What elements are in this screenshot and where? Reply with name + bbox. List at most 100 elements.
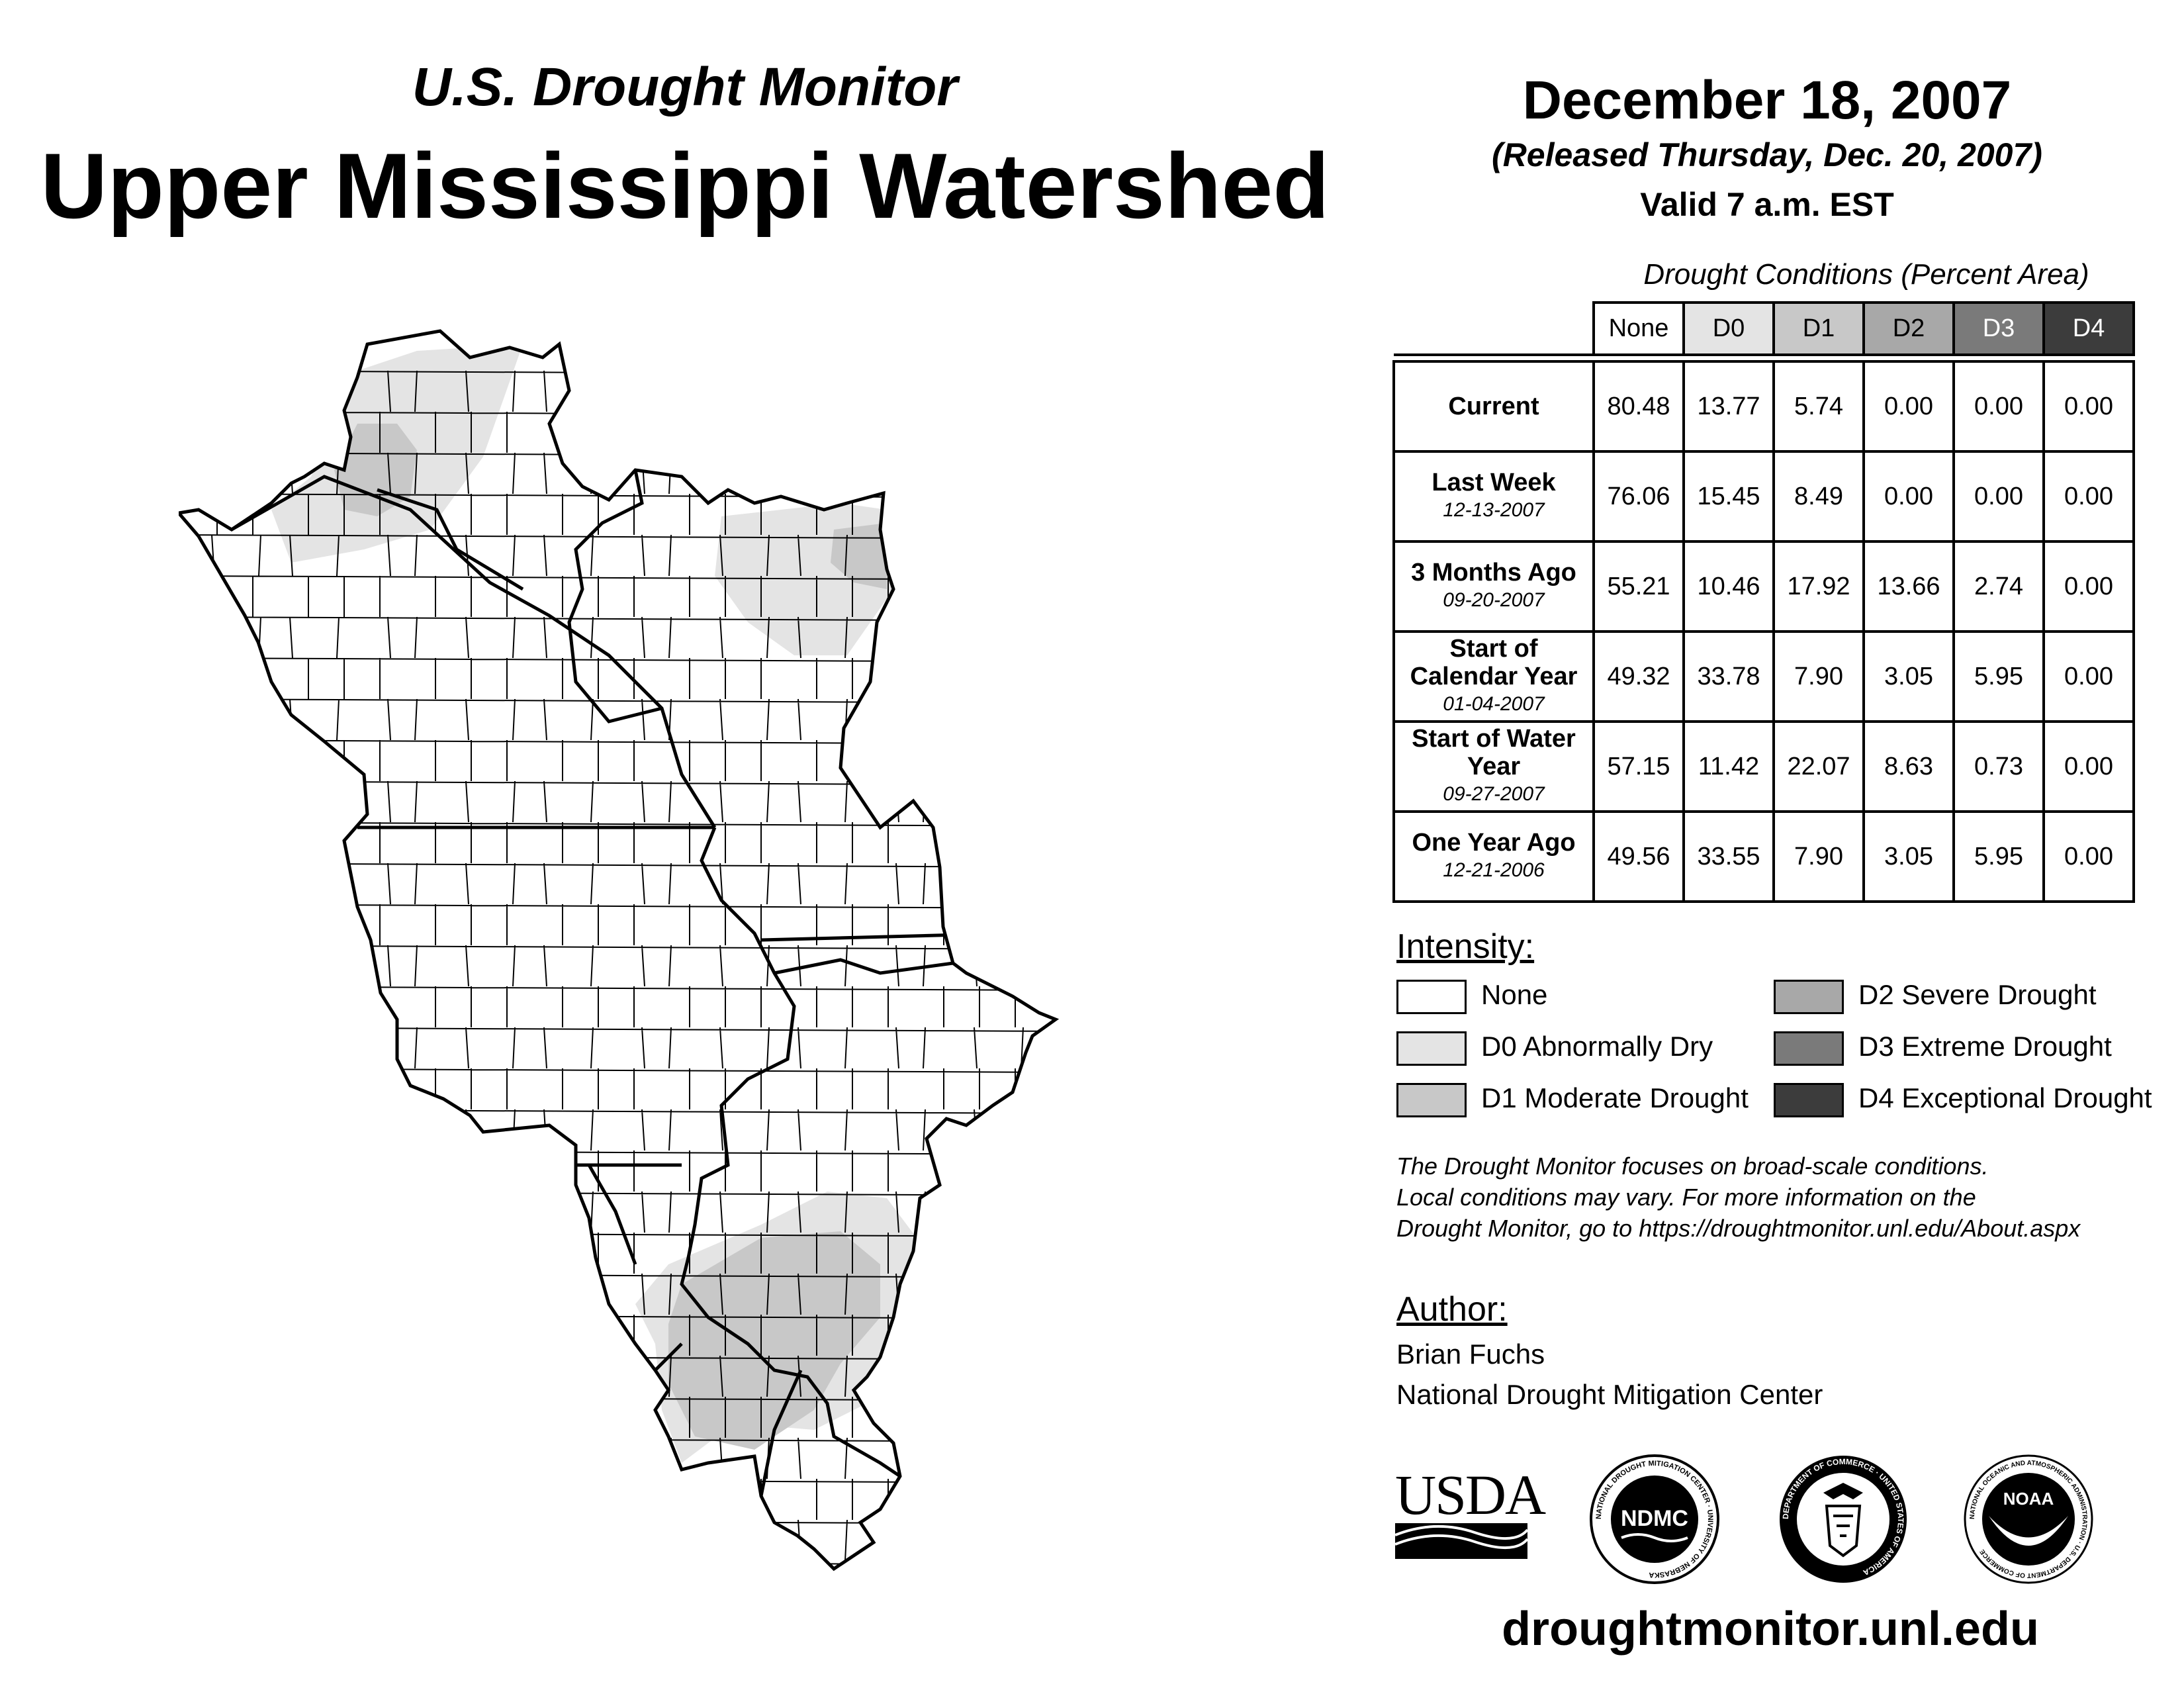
noaa-bird-icon — [1989, 1516, 2068, 1546]
watershed-map — [179, 329, 1060, 1571]
drought-conditions-table: None D0 D1 D2 D3 D4 Current 80.48 13.77 5.7… — [1392, 301, 2135, 903]
cell-d3: 5.95 — [1952, 810, 2045, 903]
table-caption: Drought Conditions (Percent Area) — [1643, 258, 2089, 291]
row-date: 12-21-2006 — [1443, 859, 1545, 881]
row-label-text: Start of Calendar Year — [1410, 635, 1578, 690]
cell-d2: 0.00 — [1862, 360, 1955, 453]
cell-d2: 13.66 — [1862, 540, 1955, 633]
legend-label: D2 Severe Drought — [1858, 979, 2097, 1010]
cell-d0: 11.42 — [1682, 720, 1775, 813]
legend-swatch — [1396, 1031, 1467, 1066]
cell-d1: 17.92 — [1772, 540, 1865, 633]
watershed-outline — [179, 329, 1060, 1571]
disclaimer-note: The Drought Monitor focuses on broad-sca… — [1396, 1150, 2177, 1244]
cell-d2: 0.00 — [1862, 450, 1955, 543]
usda-logo: USDA — [1394, 1466, 1546, 1559]
row-label: Current — [1392, 360, 1595, 453]
col-d2: D2 — [1862, 301, 1955, 356]
table-row: Current 80.48 13.77 5.74 0.00 0.00 0.00 — [1392, 360, 2135, 453]
cell-d3: 0.73 — [1952, 720, 2045, 813]
col-d4: D4 — [2042, 301, 2135, 356]
note-line-3: Drought Monitor, go to https://droughtmo… — [1396, 1215, 2081, 1242]
legend-swatch — [1774, 1031, 1844, 1066]
map-date: December 18, 2007 — [1522, 70, 2012, 130]
row-label-text: 3 Months Ago — [1411, 559, 1576, 586]
author-org: National Drought Mitigation Center — [1396, 1379, 1823, 1410]
cell-d2: 8.63 — [1862, 720, 1955, 813]
cell-d1: 22.07 — [1772, 720, 1865, 813]
noaa-logo: NATIONAL OCEANIC AND ATMOSPHERIC ADMINIS… — [1964, 1454, 2093, 1584]
row-label: Start of Water Year 09-27-2007 — [1392, 720, 1595, 813]
col-none: None — [1592, 301, 1685, 356]
row-label-text: One Year Ago — [1412, 829, 1576, 857]
valid-time: Valid 7 a.m. EST — [1640, 186, 1894, 223]
cell-d4: 0.00 — [2042, 540, 2135, 633]
cell-d3: 5.95 — [1952, 630, 2045, 723]
row-label-text: Start of Water Year — [1412, 725, 1576, 780]
table-row: Start of Water Year 09-27-2007 57.15 11.42 2… — [1392, 720, 2135, 813]
row-label-text: Current — [1448, 393, 1539, 420]
table-header-row: None D0 D1 D2 D3 D4 — [1394, 301, 2135, 356]
d1-area-north — [334, 424, 417, 516]
table-row: Last Week 12-13-2007 76.06 15.45 8.49 0.00 0.0… — [1392, 450, 2135, 543]
legend-label: None — [1481, 979, 1548, 1010]
cell-d2: 3.05 — [1862, 630, 1955, 723]
usda-hills-icon — [1394, 1523, 1529, 1559]
cell-d0: 15.45 — [1682, 450, 1775, 543]
map-subtitle: U.S. Drought Monitor — [412, 57, 958, 117]
cell-d1: 5.74 — [1772, 360, 1865, 453]
row-label: Start of Calendar Year 01-04-2007 — [1392, 630, 1595, 723]
cell-d3: 0.00 — [1952, 450, 2045, 543]
svg-text:NDMC: NDMC — [1621, 1506, 1688, 1531]
legend-label: D4 Exceptional Drought — [1858, 1082, 2152, 1113]
cell-d2: 3.05 — [1862, 810, 1955, 903]
cell-d4: 0.00 — [2042, 720, 2135, 813]
cell-none: 80.48 — [1592, 360, 1685, 453]
row-label: Last Week 12-13-2007 — [1392, 450, 1595, 543]
state-boundaries — [230, 469, 1013, 1497]
map-title: Upper Mississippi Watershed — [40, 134, 1330, 238]
table-row: 3 Months Ago 09-20-2007 55.21 10.46 17.92 13.… — [1392, 540, 2135, 633]
legend-swatch — [1774, 980, 1844, 1014]
cell-d3: 2.74 — [1952, 540, 2045, 633]
row-label-text: Last Week — [1432, 469, 1556, 496]
legend-swatch — [1396, 1083, 1467, 1117]
cell-none: 55.21 — [1592, 540, 1685, 633]
cell-none: 49.56 — [1592, 810, 1685, 903]
note-line-2: Local conditions may vary. For more info… — [1396, 1184, 1976, 1211]
department-of-commerce-seal: DEPARTMENT OF COMMERCE · UNITED STATES O… — [1780, 1456, 1907, 1583]
col-d1: D1 — [1772, 301, 1865, 356]
website-link[interactable]: droughtmonitor.unl.edu — [1502, 1603, 2039, 1656]
legend-label: D1 Moderate Drought — [1481, 1082, 1749, 1113]
cell-d1: 7.90 — [1772, 810, 1865, 903]
ndmc-logo: NATIONAL DROUGHT MITIGATION CENTER · UNI… — [1590, 1454, 1719, 1584]
legend-swatch — [1396, 980, 1467, 1014]
row-label: One Year Ago 12-21-2006 — [1392, 810, 1595, 903]
legend-label: D0 Abnormally Dry — [1481, 1031, 1713, 1062]
shield-icon — [1825, 1505, 1862, 1558]
cell-d3: 0.00 — [1952, 360, 2045, 453]
legend-swatch — [1774, 1083, 1844, 1117]
cell-d4: 0.00 — [2042, 360, 2135, 453]
svg-text:NOAA: NOAA — [2003, 1489, 2054, 1509]
cell-d0: 33.78 — [1682, 630, 1775, 723]
cell-d4: 0.00 — [2042, 810, 2135, 903]
row-date: 09-27-2007 — [1443, 783, 1545, 805]
author-heading: Author: — [1396, 1290, 1508, 1329]
legend-label: D3 Extreme Drought — [1858, 1031, 2112, 1062]
cell-d1: 7.90 — [1772, 630, 1865, 723]
intensity-heading: Intensity: — [1396, 927, 1535, 966]
cell-d4: 0.00 — [2042, 630, 2135, 723]
row-date: 12-13-2007 — [1443, 499, 1545, 521]
note-line-1: The Drought Monitor focuses on broad-sca… — [1396, 1152, 1989, 1180]
table-row: One Year Ago 12-21-2006 49.56 33.55 7.90 3.05… — [1392, 810, 2135, 903]
release-date: (Released Thursday, Dec. 20, 2007) — [1492, 136, 2042, 173]
cell-d4: 0.00 — [2042, 450, 2135, 543]
table-row: Start of Calendar Year 01-04-2007 49.32 33.… — [1392, 630, 2135, 723]
cell-none: 49.32 — [1592, 630, 1685, 723]
col-d0: D0 — [1682, 301, 1775, 356]
row-label: 3 Months Ago 09-20-2007 — [1392, 540, 1595, 633]
row-date: 01-04-2007 — [1443, 693, 1545, 715]
cell-none: 76.06 — [1592, 450, 1685, 543]
author-name: Brian Fuchs — [1396, 1338, 1545, 1370]
